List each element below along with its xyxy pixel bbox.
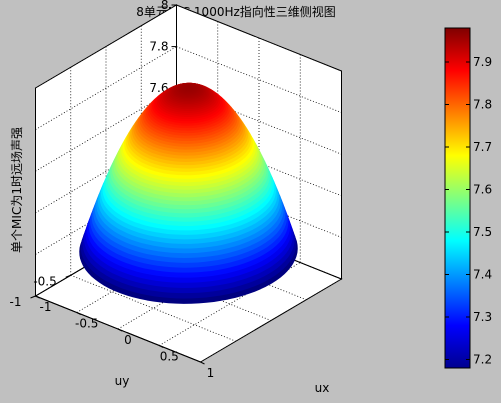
- y-tick-mark: [30, 295, 36, 299]
- colorbar-tick-label: 7.9: [473, 55, 492, 69]
- y-axis-label: uy: [115, 374, 130, 388]
- x-tick-label: -0.5: [75, 317, 98, 331]
- colorbar-tick-label: 7.7: [473, 140, 492, 154]
- colorbar-tick-label: 7.4: [473, 268, 492, 282]
- x-tick-mark: [35, 295, 40, 299]
- colorbar-tick-label: 7.6: [473, 183, 492, 197]
- x-tick-label: 0.5: [160, 350, 179, 364]
- x-tick-label: 1: [207, 366, 215, 380]
- x-gridline: [159, 262, 301, 346]
- z-gridline: [35, 87, 177, 172]
- x-tick-mark: [200, 361, 205, 365]
- surface-band: [186, 86, 191, 90]
- colorbar-tick-label: 7.5: [473, 225, 492, 239]
- z-tick-label: 7.8: [149, 40, 168, 54]
- x-axis-label: ux: [315, 381, 330, 395]
- y-tick-label: -1: [10, 295, 22, 309]
- z-gridline: [35, 129, 177, 214]
- z-gridline: [35, 46, 177, 130]
- surface-plot: [79, 82, 298, 304]
- colorbar-tick-label: 7.8: [473, 98, 492, 112]
- y-tick-mark: [65, 274, 71, 278]
- y-tick-label: -0.5: [33, 274, 56, 288]
- colorbar-tick-label: 7.2: [473, 353, 492, 367]
- colorbar: 7.2 7.3 7.4 7.5 7.6 7.7 7.8 7.9: [444, 27, 492, 369]
- x-tick-label: 0: [124, 333, 132, 347]
- x-tick-mark: [159, 345, 164, 348]
- x-tick-mark: [76, 312, 81, 315]
- colorbar-fill: [444, 27, 471, 369]
- z-tick-label: 8: [161, 0, 169, 12]
- z-axis-label: 单个MIC为1时远场声强: [10, 127, 24, 253]
- x-tick-label: -1: [40, 300, 52, 314]
- colorbar-tick-label: 7.3: [473, 310, 492, 324]
- x-tick-mark: [117, 328, 123, 332]
